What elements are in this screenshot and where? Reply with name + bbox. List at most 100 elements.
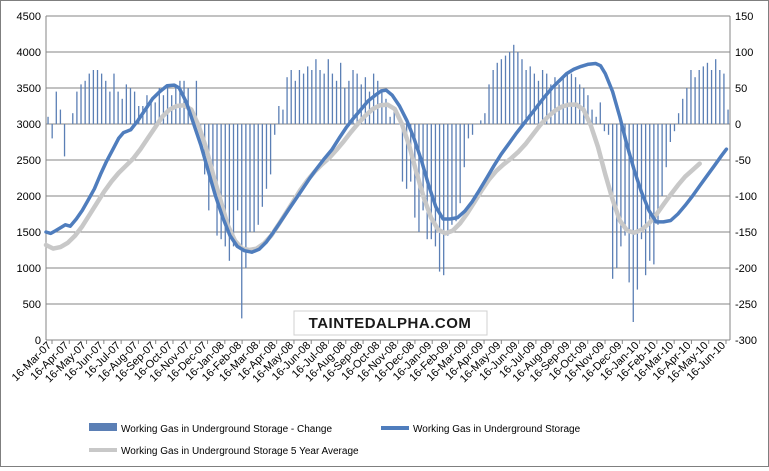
change-bar	[51, 124, 53, 139]
change-bar	[587, 95, 589, 124]
right-tick-label: -100	[735, 191, 757, 203]
change-bar	[447, 124, 449, 236]
change-bar	[562, 77, 564, 124]
change-bar	[682, 98, 684, 124]
change-bar	[129, 88, 132, 124]
change-bar	[133, 91, 136, 124]
change-bar	[150, 98, 152, 124]
change-bar	[677, 113, 680, 124]
change-bar	[84, 80, 86, 124]
left-tick-label: 2500	[17, 155, 41, 167]
change-bar	[607, 124, 610, 135]
left-tick-label: 500	[23, 299, 41, 311]
change-bar	[496, 62, 498, 124]
change-bar	[727, 109, 729, 124]
change-bar	[521, 59, 523, 125]
x-axis-ticks: 16-Mar-0716-Apr-0716-May-0716-Jun-0716-J…	[10, 340, 728, 386]
change-bar	[504, 55, 507, 124]
change-bar	[76, 91, 78, 124]
change-bar	[302, 73, 305, 124]
change-bar	[603, 124, 606, 132]
change-bar	[640, 124, 643, 240]
left-tick-label: 4500	[17, 11, 41, 23]
change-bar	[158, 88, 160, 124]
change-bar	[715, 59, 717, 125]
change-bar	[63, 124, 66, 157]
change-bar	[500, 59, 503, 125]
right-tick-label: -200	[735, 263, 757, 275]
change-bar	[282, 109, 284, 124]
left-tick-label: 1500	[17, 227, 41, 239]
legend-swatch	[89, 423, 117, 431]
watermark-box	[293, 310, 488, 336]
change-bar	[154, 102, 156, 124]
change-bar	[220, 124, 222, 240]
change-bar	[694, 77, 696, 124]
change-bar	[80, 84, 82, 124]
change-bar	[385, 98, 387, 124]
right-axis-ticks: -300 -250 -200 -150 -100 -50 0 50 100 150	[735, 11, 757, 347]
change-bar	[100, 73, 103, 124]
change-bar	[393, 109, 395, 124]
change-bar	[673, 124, 676, 132]
change-bar	[59, 109, 62, 124]
change-bar	[216, 124, 218, 236]
change-bar	[195, 80, 198, 124]
change-bar	[166, 84, 169, 124]
right-tick-label: -50	[735, 155, 751, 167]
watermark-logo: TAINTEDALPHA.COM	[293, 310, 488, 336]
change-bar	[574, 77, 577, 124]
change-bar	[706, 62, 709, 124]
change-bar	[467, 124, 470, 139]
left-tick-label: 3000	[17, 119, 41, 131]
change-bar	[179, 80, 181, 124]
right-tick-label: -250	[735, 299, 757, 311]
left-tick-label: 3500	[17, 83, 41, 95]
change-bar	[665, 124, 667, 168]
change-bar	[554, 77, 556, 124]
change-bar	[401, 124, 404, 182]
change-bar	[261, 124, 264, 207]
change-bar	[508, 52, 511, 124]
change-bar	[459, 124, 461, 204]
five-year-average-line	[43, 102, 702, 253]
change-bar	[628, 124, 630, 283]
change-bar	[438, 124, 441, 272]
change-bar	[591, 109, 593, 124]
change-bar	[340, 62, 342, 124]
change-bar	[96, 70, 99, 124]
change-bar	[698, 70, 700, 124]
change-bar	[105, 80, 107, 124]
right-tick-label: -300	[735, 335, 757, 347]
change-bar	[513, 44, 515, 124]
change-bar	[434, 124, 437, 247]
change-bar	[546, 73, 548, 124]
change-bar	[298, 70, 301, 124]
change-bar	[529, 66, 531, 124]
change-bar	[138, 106, 140, 124]
change-bar	[368, 91, 371, 124]
change-bar	[274, 124, 276, 135]
change-bar	[249, 124, 251, 232]
change-bar	[616, 124, 618, 268]
change-bar	[265, 124, 268, 189]
change-bar	[109, 91, 111, 124]
change-bar	[55, 91, 57, 124]
change-bar	[294, 80, 296, 124]
change-bar	[372, 73, 375, 124]
change-bar	[364, 77, 367, 124]
legend-label: Working Gas in Underground Storage	[413, 424, 581, 435]
change-bar	[335, 80, 338, 124]
change-bar	[599, 102, 601, 124]
change-bar	[315, 59, 317, 125]
change-bar	[125, 84, 128, 124]
change-bar	[224, 124, 226, 247]
watermark-text: TAINTEDALPHA.COM	[309, 315, 472, 332]
change-bar	[232, 124, 235, 247]
change-bar	[352, 70, 354, 124]
change-bar	[327, 59, 329, 125]
change-bar	[480, 120, 482, 124]
change-bar	[690, 70, 692, 124]
